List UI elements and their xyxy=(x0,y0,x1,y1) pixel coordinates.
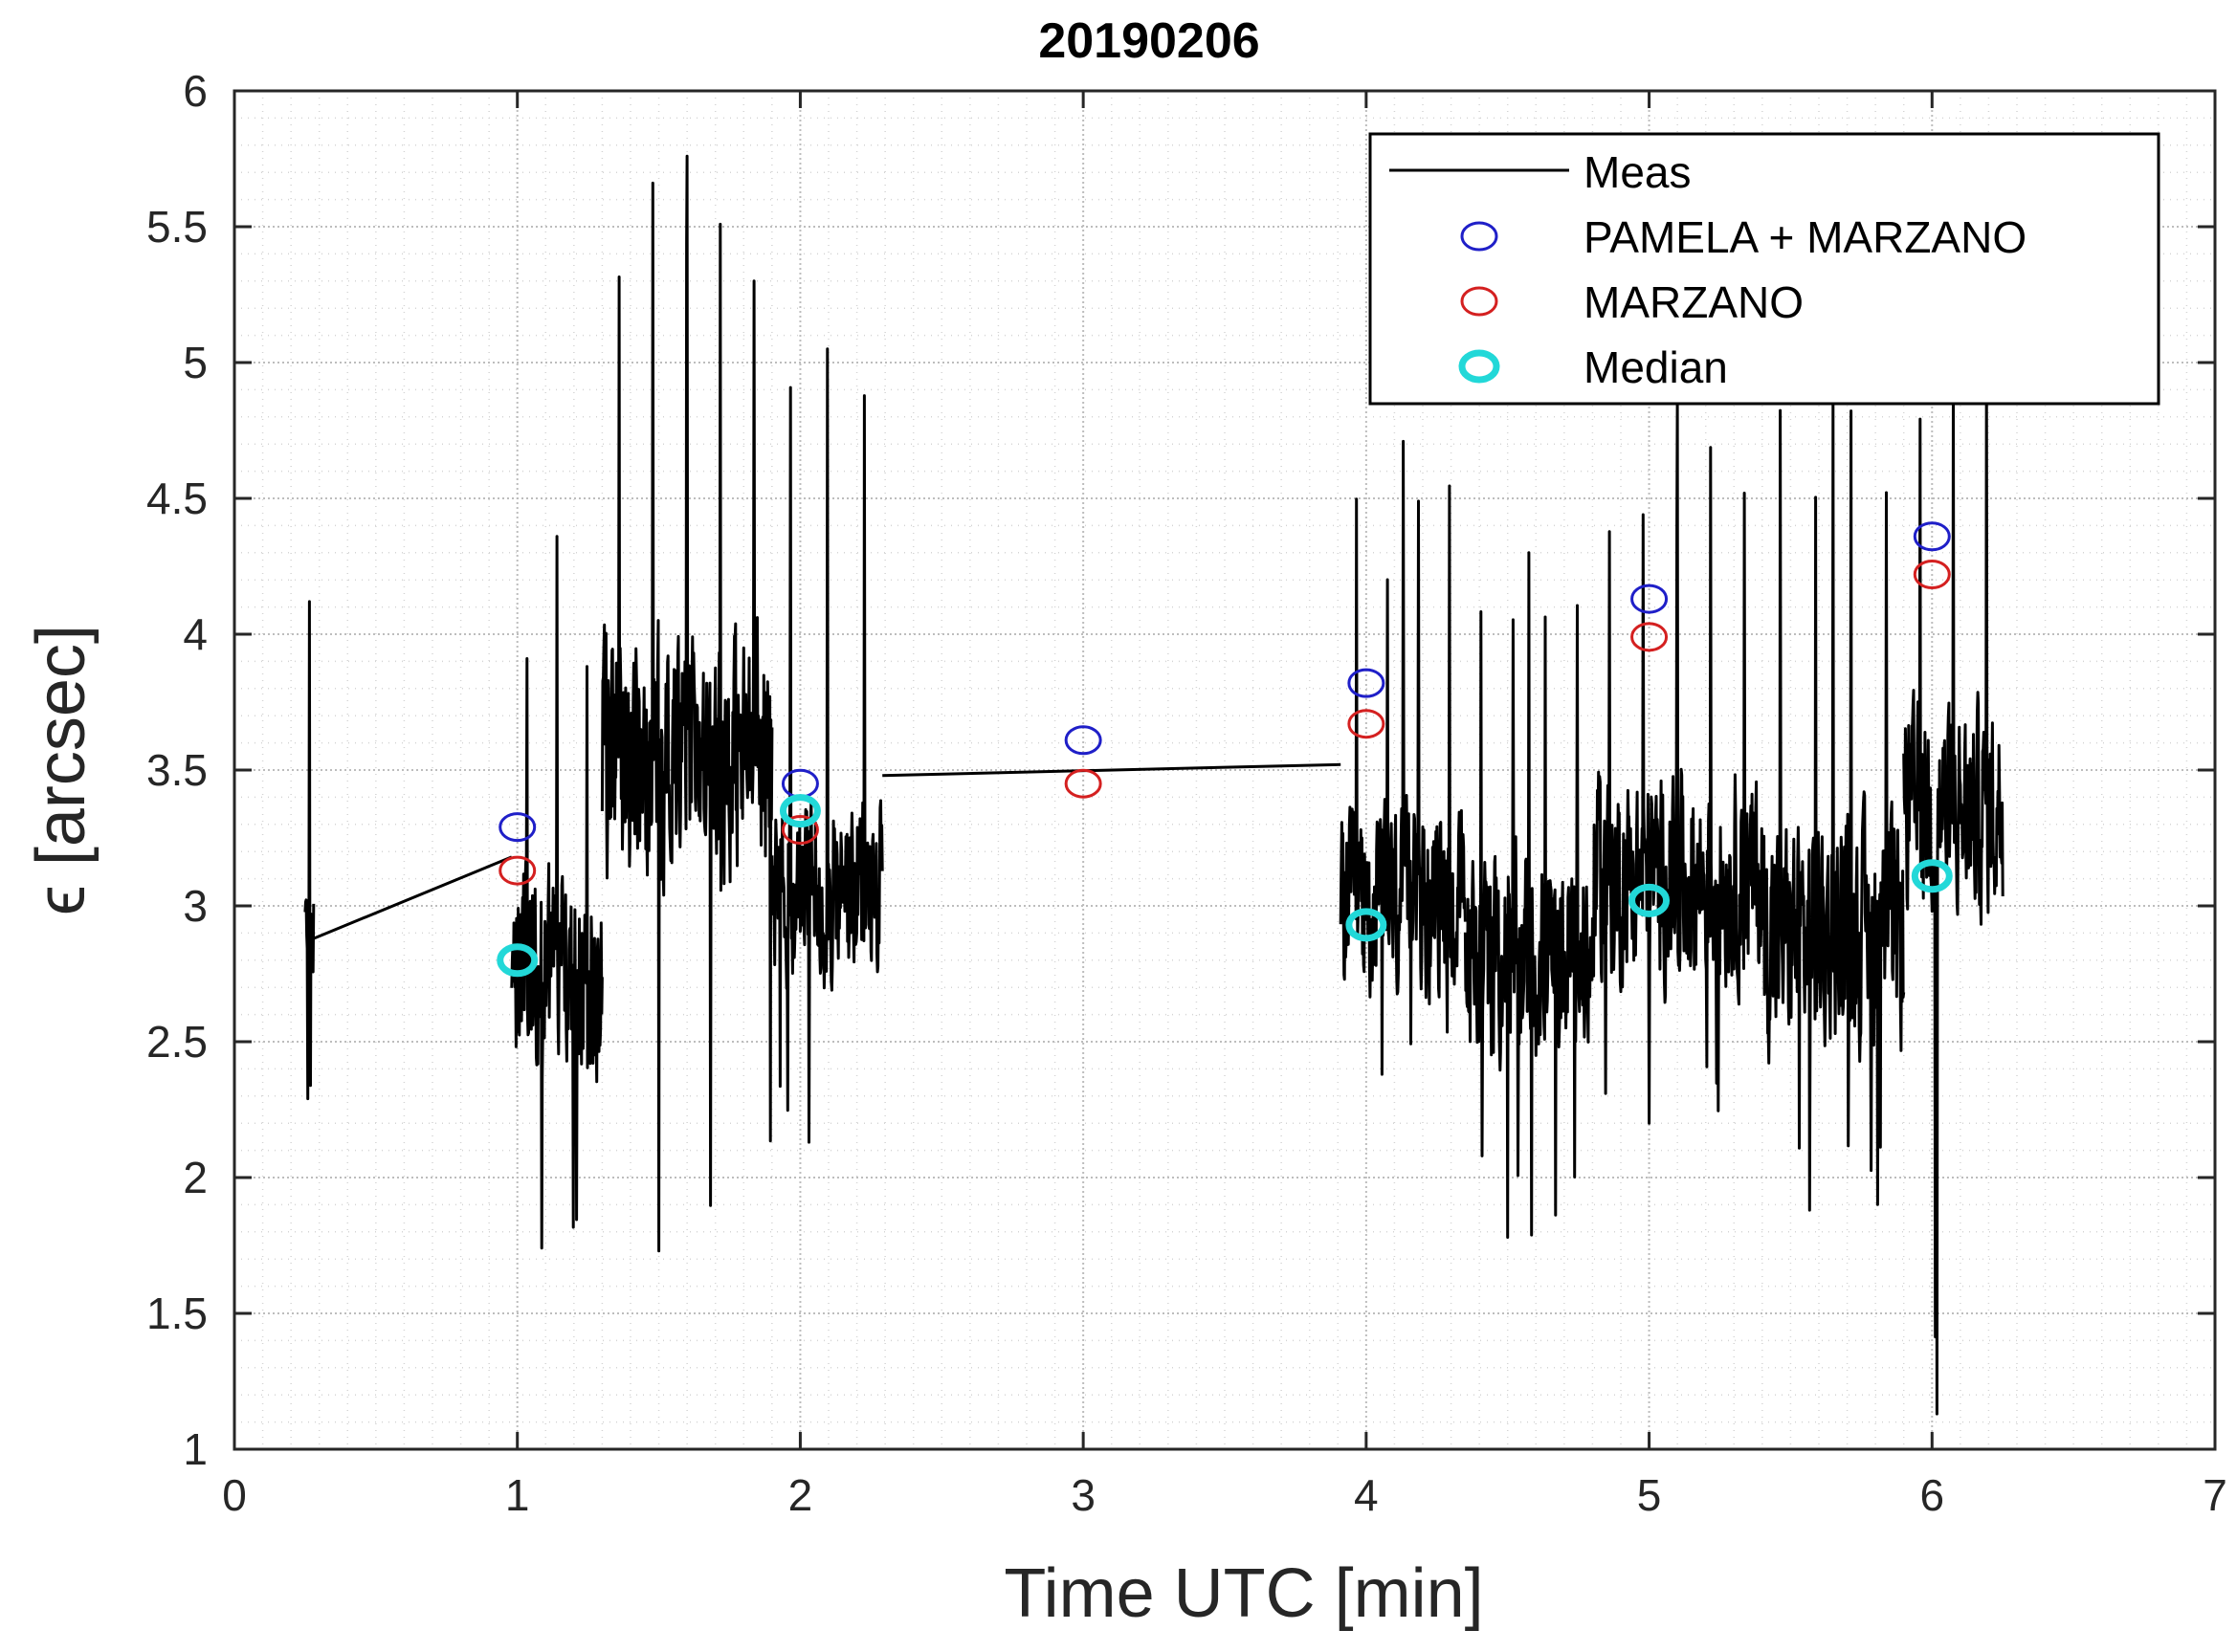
marker-marzano xyxy=(1913,560,1951,590)
marker-pamela-marzano xyxy=(1347,668,1385,698)
legend-marker-median xyxy=(1458,349,1500,384)
meas-line-segment xyxy=(510,535,604,1250)
marker-marzano xyxy=(1064,768,1102,799)
legend-box xyxy=(1368,132,2160,406)
y-tick-label: 3 xyxy=(183,881,208,931)
marker-median xyxy=(1911,859,1953,893)
legend-label-marzano: MARZANO xyxy=(1584,277,1804,327)
x-tick-label: 3 xyxy=(1071,1470,1096,1520)
marker-pamela-marzano xyxy=(1064,725,1102,756)
legend-label-meas: Meas xyxy=(1584,147,1691,197)
axis-ticks: 0 1 2 3 4 5 6 711.522.533.544.555.56 xyxy=(146,66,2227,1520)
meas-line-segment xyxy=(600,154,774,1253)
y-tick-label: 2 xyxy=(183,1153,208,1202)
meas-line-segment xyxy=(770,347,884,1144)
meas-line-segment xyxy=(313,855,513,940)
marker-pamela-marzano xyxy=(1913,521,1951,552)
marker-median xyxy=(497,943,539,978)
marker-marzano xyxy=(1347,709,1385,739)
y-tick-label: 3.5 xyxy=(146,745,208,795)
y-tick-label: 5.5 xyxy=(146,202,208,252)
marker-pamela-marzano xyxy=(498,812,537,843)
series-markers xyxy=(497,521,1953,978)
legend-label-pamela-marzano: PAMELA + MARZANO xyxy=(1584,212,2027,262)
meas-line-segment xyxy=(1463,551,1594,1239)
legend-marker-pamela-marzano xyxy=(1460,221,1498,252)
series-meas xyxy=(303,154,2004,1416)
marker-median xyxy=(1345,908,1387,942)
y-axis-label: ϵ [arcsec] xyxy=(23,625,100,915)
y-tick-label: 4 xyxy=(183,609,208,659)
grid xyxy=(233,90,2216,1450)
x-tick-label: 0 xyxy=(222,1470,247,1520)
x-tick-label: 6 xyxy=(1919,1470,1944,1520)
chart-title: 20190206 xyxy=(1038,13,1259,69)
marker-median xyxy=(779,794,821,828)
y-tick-label: 2.5 xyxy=(146,1017,208,1067)
x-tick-label: 2 xyxy=(788,1470,813,1520)
x-tick-label: 7 xyxy=(2203,1470,2227,1520)
meas-line-segment xyxy=(1339,439,1467,1076)
legend: Meas PAMELA + MARZANO MARZANO Median xyxy=(1368,132,2160,406)
x-tick-label: 5 xyxy=(1637,1470,1662,1520)
y-tick-label: 4.5 xyxy=(146,474,208,523)
marker-pamela-marzano xyxy=(1630,584,1669,614)
y-tick-label: 6 xyxy=(183,66,208,116)
meas-line-segment xyxy=(303,600,316,1101)
x-tick-label: 1 xyxy=(505,1470,530,1520)
marker-marzano xyxy=(498,855,537,886)
y-tick-label: 1 xyxy=(183,1424,208,1474)
x-axis-label: Time UTC [min] xyxy=(1004,1555,1483,1632)
marker-marzano xyxy=(1630,622,1669,652)
marker-median xyxy=(1628,883,1671,917)
y-tick-label: 1.5 xyxy=(146,1289,208,1338)
y-tick-label: 5 xyxy=(183,338,208,387)
legend-marker-marzano xyxy=(1460,286,1498,317)
marker-marzano xyxy=(781,814,819,845)
meas-line-segment xyxy=(882,762,1341,778)
x-tick-label: 4 xyxy=(1354,1470,1379,1520)
legend-label-median: Median xyxy=(1584,342,1728,392)
